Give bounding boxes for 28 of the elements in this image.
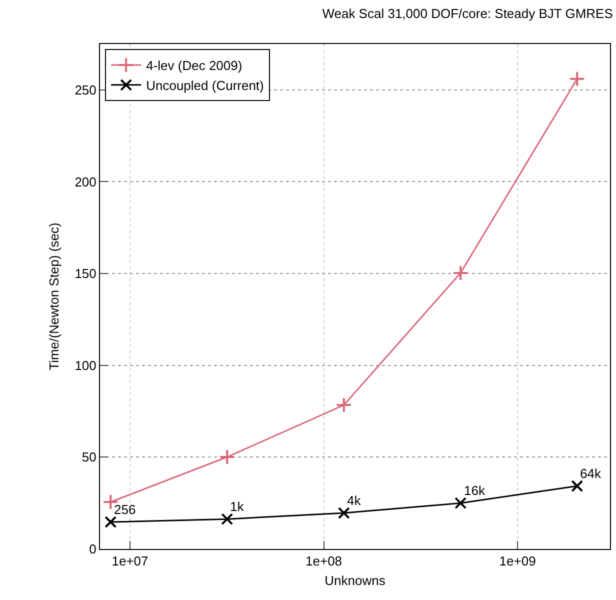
point — [221, 513, 234, 526]
chart-title: Weak Scal 31,000 DOF/core: Steady BJT GMRES — [322, 6, 614, 22]
x-tick-label: 1e+08 — [306, 554, 342, 569]
annotation: 1k — [230, 499, 244, 514]
point — [454, 497, 467, 510]
point — [569, 70, 586, 87]
point — [452, 264, 469, 281]
x-tick-label: 1e+09 — [499, 554, 536, 569]
point — [219, 449, 236, 465]
y-tick-label: 150 — [74, 266, 96, 282]
y-axis-title: Time/(Newton Step) (sec) — [46, 222, 62, 370]
annotation: 4k — [347, 493, 362, 508]
y-tick-label: 250 — [74, 82, 96, 98]
annotation: 64k — [580, 466, 602, 481]
y-tick-label: 100 — [74, 358, 96, 373]
y-tick-label: 0 — [89, 542, 96, 557]
y-tick-label: 200 — [74, 174, 96, 190]
point — [338, 507, 350, 520]
legend-label: Uncoupled (Current) — [146, 78, 264, 93]
point — [104, 516, 117, 528]
point — [336, 397, 352, 414]
x-tick-label: 1e+07 — [112, 554, 148, 569]
x-axis-title: Unknowns — [324, 573, 386, 588]
annotation: 16k — [464, 483, 486, 498]
point — [571, 480, 584, 492]
annotation: 256 — [114, 502, 136, 517]
legend-label: 4-lev (Dec 2009) — [146, 58, 242, 74]
y-tick-label: 50 — [82, 450, 96, 465]
